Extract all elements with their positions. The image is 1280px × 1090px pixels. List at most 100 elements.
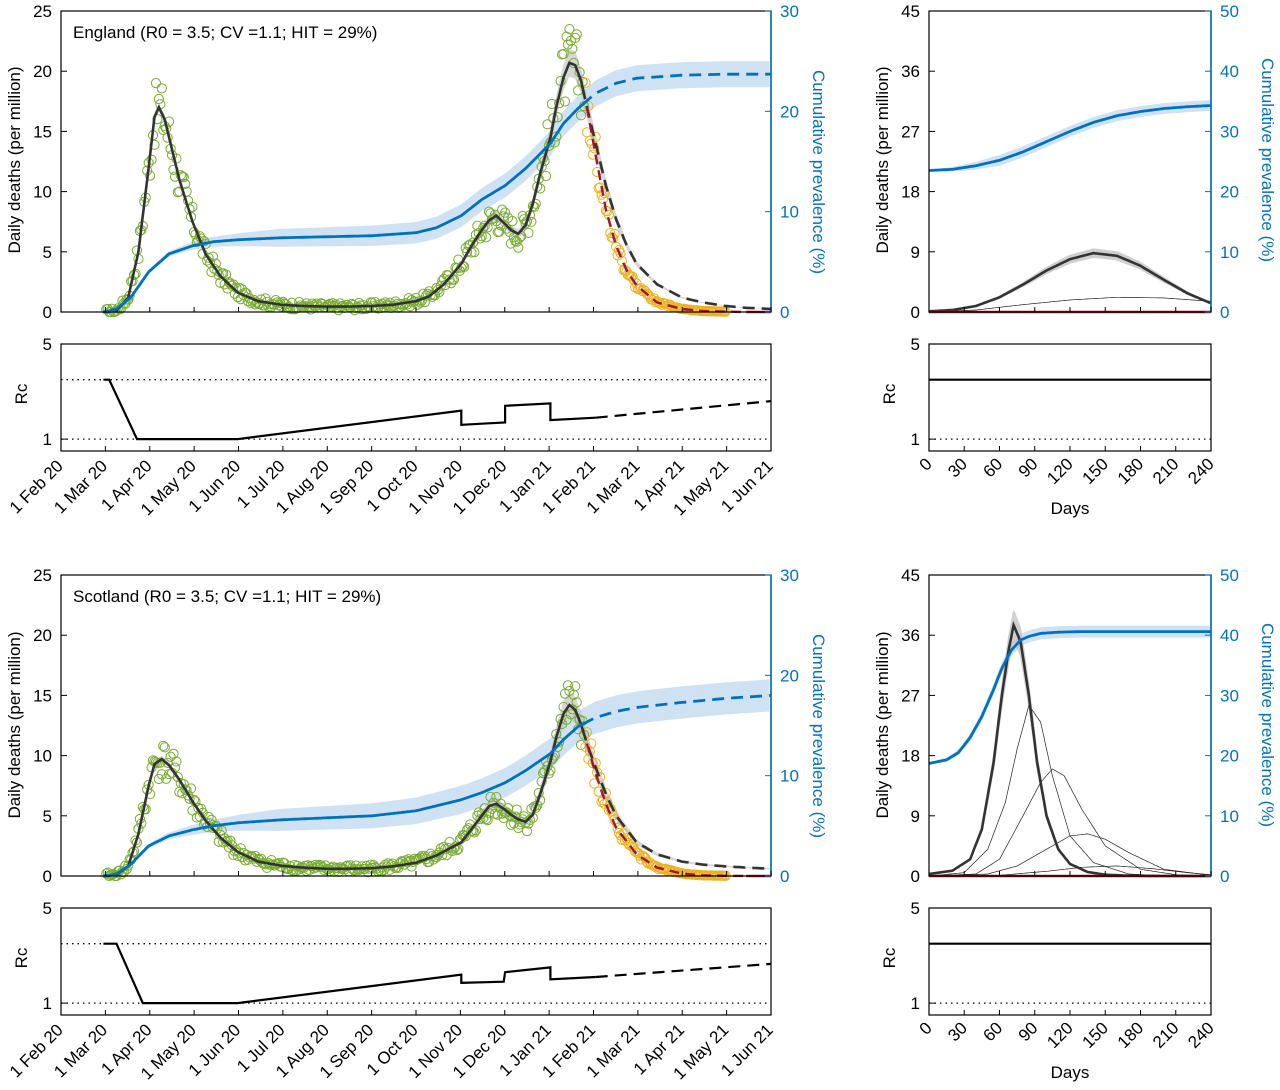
scotland-deaths-prevalence-projection-line (581, 694, 772, 726)
england-deaths-observed-point (145, 170, 156, 181)
england-rc-ylabel: Rc (12, 383, 31, 404)
scotland-deaths-prevalence-line (103, 722, 585, 878)
england-days-ytick-label: 9 (911, 243, 920, 262)
england-days-rc-xtick-label: 210 (1149, 454, 1182, 487)
scotland-rc-ytick-label: 1 (43, 994, 52, 1013)
england-days-deaths-band (929, 248, 1211, 312)
scotland-deaths-observed-point (612, 823, 623, 834)
scotland-days-deaths-component-line (928, 704, 1211, 877)
scotland-days-y2tick-label: 0 (1220, 867, 1229, 886)
scotland-deaths-counterfactual-line (585, 743, 747, 878)
england-deaths-observed-point (513, 242, 524, 253)
scotland-annotation: Scotland (R0 = 3.5; CV =1.1; HIT = 29%) (73, 587, 381, 606)
scotland-deaths-observed-point (613, 827, 625, 839)
england-deaths-observed-point (497, 204, 508, 215)
scotland-rc-rc-line (103, 942, 596, 1005)
england-deaths-observed-point (605, 227, 616, 239)
england-rc-frame (60, 343, 772, 452)
england-days-rc-xtick-label: 120 (1043, 454, 1076, 487)
england-days-y2tick-label: 10 (1220, 243, 1239, 262)
england-deaths-observed-point (523, 227, 534, 239)
england-days-deaths-line (929, 251, 1212, 313)
scotland-deaths-observed-point (150, 757, 162, 768)
england-days-ytick-label: 0 (911, 303, 920, 322)
scotland-days-rc-xtick-label: 30 (944, 1018, 971, 1045)
england-deaths-deaths-projection-line (581, 87, 772, 311)
scotland-days-frame (928, 574, 1212, 877)
scotland-deaths-observed-point (596, 796, 607, 807)
england-days-prevalence-band (929, 100, 1211, 172)
england-rc-ytick-label: 5 (43, 335, 52, 354)
scotland-days-y2tick-label: 30 (1220, 686, 1239, 705)
scotland-deaths-observed-point (185, 783, 197, 794)
scotland-days-ytick-label: 0 (911, 867, 920, 886)
scotland-days-ytick-label: 45 (901, 566, 920, 585)
england-deaths-prevalence-projection-line (581, 72, 771, 106)
scotland-days-rc-xtick-label: 0 (916, 1018, 936, 1038)
scotland-days-y2tick-label: 20 (1220, 747, 1239, 766)
england-days-ytick-label: 18 (901, 183, 920, 202)
scotland-rc-ylabel: Rc (12, 947, 31, 968)
england-days-y2tick-label: 30 (1220, 122, 1239, 141)
scotland-days-deaths-component-line (928, 768, 1211, 877)
scotland-deaths-observed-point (168, 748, 179, 759)
england-deaths-observed-point (530, 198, 541, 209)
scotland-y2label: Cumulative prevalence (%) (809, 634, 828, 838)
scotland-days-ylabel: Daily deaths (per million) (873, 631, 892, 818)
england-deaths-y2tick-label: 0 (780, 303, 789, 322)
scotland-deaths-observed-point (565, 709, 576, 720)
england-days-ytick-label: 27 (901, 122, 920, 141)
scotland-deaths-observed-point (575, 739, 587, 751)
england-deaths-ytick-label: 25 (33, 2, 52, 21)
scotland-days-y2tick-label: 40 (1220, 626, 1239, 645)
scotland-days-deaths-component-line (929, 833, 1212, 877)
scotland-days-rc-xtick-label: 240 (1184, 1018, 1217, 1051)
england-deaths-observed-point (146, 154, 157, 165)
scotland-days-ytick-label: 9 (911, 807, 920, 826)
scotland-deaths-observed-point (180, 784, 191, 795)
observed-points (101, 23, 731, 882)
scotland-deaths-ytick-label: 15 (33, 686, 52, 705)
england-deaths-ytick-label: 0 (43, 303, 52, 322)
england-deaths-observed-point (634, 284, 645, 295)
scotland-deaths-observed-point (158, 740, 169, 751)
scotland-days-rc-frame (928, 907, 1212, 1016)
england-deaths-observed-point (564, 23, 575, 35)
england-days-y2tick-label: 50 (1220, 2, 1239, 21)
scotland-days-rc-ytick-label: 5 (911, 899, 920, 918)
england-deaths-observed-point (150, 78, 162, 89)
scotland-days-ytick-label: 18 (901, 747, 920, 766)
england-deaths-observed-point (153, 93, 164, 105)
scotland-days-ytick-label: 27 (901, 686, 920, 705)
scotland-deaths-y2tick-label: 20 (780, 666, 799, 685)
scotland-deaths-observed-point (481, 813, 492, 825)
confidence-bands (103, 48, 1211, 876)
scotland-deaths-y2tick-label: 0 (780, 867, 789, 886)
england-deaths-observed-point (615, 248, 626, 259)
scotland-deaths-observed-point (482, 815, 493, 826)
england-deaths-observed-point (203, 252, 214, 263)
england-deaths-observed-point (435, 280, 446, 291)
england-deaths-observed-point (220, 269, 232, 280)
scotland-deaths-observed-point (571, 697, 582, 708)
england-days-ytick-label: 36 (901, 62, 920, 81)
england-deaths-observed-point (254, 298, 265, 309)
scotland-rc-rc-projection-line (595, 962, 772, 979)
scotland-days-rc-ytick-label: 1 (911, 994, 920, 1013)
scotland-rc-ytick-label: 5 (43, 899, 52, 918)
scotland-deaths-observed-point (584, 746, 595, 757)
england-deaths-observed-point (175, 170, 186, 181)
england-days-rc-xtick-label: 90 (1015, 454, 1042, 481)
scotland-deaths-y2tick-label: 10 (780, 767, 799, 786)
scotland-deaths-deaths-line (103, 703, 586, 878)
scotland-days-rc-ylabel: Rc (880, 947, 899, 968)
england-deaths-observed-point (542, 119, 553, 130)
england-deaths-y2tick-label: 20 (780, 102, 799, 121)
scotland-deaths-ytick-label: 20 (33, 626, 52, 645)
scotland-days-rc-xtick-label: 210 (1149, 1018, 1182, 1051)
scotland-deaths-observed-point (294, 864, 305, 875)
scotland-deaths-prevalence-band (103, 679, 770, 876)
scotland-deaths-deaths-projection-line (581, 728, 772, 871)
england-days-frame (928, 10, 1212, 313)
